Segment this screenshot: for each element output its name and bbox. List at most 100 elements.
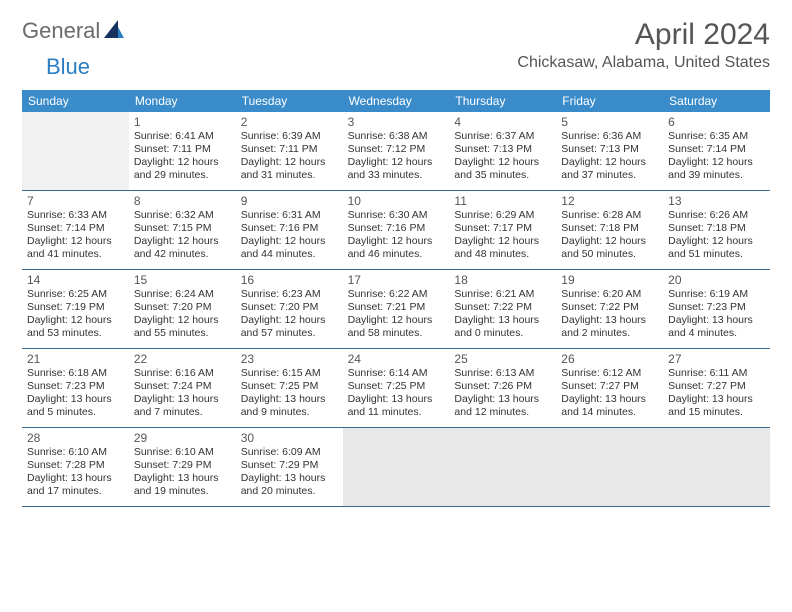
title-block: April 2024 Chickasaw, Alabama, United St… xyxy=(517,18,770,72)
day-detail-line: Sunrise: 6:26 AM xyxy=(668,209,765,222)
day-detail-line: Sunset: 7:26 PM xyxy=(454,380,551,393)
day-detail-line: Sunrise: 6:36 AM xyxy=(561,130,658,143)
brand-sail-icon xyxy=(104,20,124,43)
day-detail-line: and 50 minutes. xyxy=(561,248,658,261)
day-cell: 15Sunrise: 6:24 AMSunset: 7:20 PMDayligh… xyxy=(129,270,236,348)
day-number: 4 xyxy=(454,115,551,129)
day-detail-line: Daylight: 12 hours xyxy=(561,235,658,248)
day-detail-line: Daylight: 13 hours xyxy=(241,393,338,406)
day-detail-line: Sunrise: 6:19 AM xyxy=(668,288,765,301)
day-detail-line: Daylight: 12 hours xyxy=(348,235,445,248)
day-detail-line: Sunrise: 6:23 AM xyxy=(241,288,338,301)
day-number: 14 xyxy=(27,273,124,287)
day-detail-line: Sunrise: 6:41 AM xyxy=(134,130,231,143)
day-cell: 2Sunrise: 6:39 AMSunset: 7:11 PMDaylight… xyxy=(236,112,343,190)
day-cell: 14Sunrise: 6:25 AMSunset: 7:19 PMDayligh… xyxy=(22,270,129,348)
day-detail-line: Sunset: 7:14 PM xyxy=(27,222,124,235)
day-number: 27 xyxy=(668,352,765,366)
day-detail-line: and 39 minutes. xyxy=(668,169,765,182)
day-number: 12 xyxy=(561,194,658,208)
day-detail-line: Daylight: 12 hours xyxy=(241,156,338,169)
day-detail-line: Daylight: 12 hours xyxy=(454,156,551,169)
week-row: 21Sunrise: 6:18 AMSunset: 7:23 PMDayligh… xyxy=(22,349,770,428)
day-detail-line: Sunset: 7:22 PM xyxy=(454,301,551,314)
day-detail-line: Sunrise: 6:33 AM xyxy=(27,209,124,222)
dow-cell: Sunday xyxy=(22,90,129,112)
day-detail-line: Daylight: 13 hours xyxy=(561,314,658,327)
day-cell: 26Sunrise: 6:12 AMSunset: 7:27 PMDayligh… xyxy=(556,349,663,427)
day-cell: 4Sunrise: 6:37 AMSunset: 7:13 PMDaylight… xyxy=(449,112,556,190)
day-cell: 3Sunrise: 6:38 AMSunset: 7:12 PMDaylight… xyxy=(343,112,450,190)
day-detail-line: Sunrise: 6:29 AM xyxy=(454,209,551,222)
day-detail-line: Daylight: 13 hours xyxy=(454,314,551,327)
day-detail-line: and 2 minutes. xyxy=(561,327,658,340)
day-detail-line: Daylight: 12 hours xyxy=(668,156,765,169)
day-cell: 13Sunrise: 6:26 AMSunset: 7:18 PMDayligh… xyxy=(663,191,770,269)
day-detail-line: Sunset: 7:13 PM xyxy=(561,143,658,156)
day-detail-line: and 55 minutes. xyxy=(134,327,231,340)
day-detail-line: and 41 minutes. xyxy=(27,248,124,261)
day-cell: 30Sunrise: 6:09 AMSunset: 7:29 PMDayligh… xyxy=(236,428,343,506)
day-cell: 25Sunrise: 6:13 AMSunset: 7:26 PMDayligh… xyxy=(449,349,556,427)
day-number: 23 xyxy=(241,352,338,366)
day-detail-line: and 17 minutes. xyxy=(27,485,124,498)
day-detail-line: Daylight: 12 hours xyxy=(348,314,445,327)
day-cell: 22Sunrise: 6:16 AMSunset: 7:24 PMDayligh… xyxy=(129,349,236,427)
day-cell xyxy=(343,428,450,506)
location-text: Chickasaw, Alabama, United States xyxy=(517,54,770,72)
day-detail-line: Daylight: 12 hours xyxy=(454,235,551,248)
day-detail-line: Sunset: 7:29 PM xyxy=(241,459,338,472)
day-detail-line: Daylight: 12 hours xyxy=(668,235,765,248)
day-number: 18 xyxy=(454,273,551,287)
day-detail-line: and 14 minutes. xyxy=(561,406,658,419)
day-detail-line: and 11 minutes. xyxy=(348,406,445,419)
day-detail-line: Sunrise: 6:25 AM xyxy=(27,288,124,301)
day-detail-line: Daylight: 13 hours xyxy=(668,314,765,327)
day-number: 16 xyxy=(241,273,338,287)
day-detail-line: and 53 minutes. xyxy=(27,327,124,340)
day-cell xyxy=(449,428,556,506)
day-detail-line: Daylight: 13 hours xyxy=(348,393,445,406)
day-detail-line: Sunset: 7:22 PM xyxy=(561,301,658,314)
day-detail-line: Daylight: 12 hours xyxy=(561,156,658,169)
brand-logo: General xyxy=(22,18,126,44)
day-detail-line: Sunset: 7:20 PM xyxy=(241,301,338,314)
day-detail-line: and 15 minutes. xyxy=(668,406,765,419)
day-detail-line: Daylight: 12 hours xyxy=(241,314,338,327)
day-number: 13 xyxy=(668,194,765,208)
day-detail-line: and 7 minutes. xyxy=(134,406,231,419)
day-detail-line: Sunset: 7:21 PM xyxy=(348,301,445,314)
day-detail-line: and 31 minutes. xyxy=(241,169,338,182)
day-detail-line: Sunset: 7:13 PM xyxy=(454,143,551,156)
day-cell xyxy=(556,428,663,506)
day-detail-line: Sunrise: 6:20 AM xyxy=(561,288,658,301)
day-detail-line: Daylight: 12 hours xyxy=(134,235,231,248)
day-detail-line: Daylight: 13 hours xyxy=(561,393,658,406)
day-detail-line: and 42 minutes. xyxy=(134,248,231,261)
day-detail-line: Sunrise: 6:10 AM xyxy=(134,446,231,459)
day-number: 9 xyxy=(241,194,338,208)
day-detail-line: Sunset: 7:11 PM xyxy=(134,143,231,156)
day-cell: 5Sunrise: 6:36 AMSunset: 7:13 PMDaylight… xyxy=(556,112,663,190)
day-detail-line: and 5 minutes. xyxy=(27,406,124,419)
day-detail-line: Sunset: 7:28 PM xyxy=(27,459,124,472)
day-number: 20 xyxy=(668,273,765,287)
day-cell: 20Sunrise: 6:19 AMSunset: 7:23 PMDayligh… xyxy=(663,270,770,348)
dow-cell: Tuesday xyxy=(236,90,343,112)
day-detail-line: Sunrise: 6:18 AM xyxy=(27,367,124,380)
day-cell: 28Sunrise: 6:10 AMSunset: 7:28 PMDayligh… xyxy=(22,428,129,506)
day-detail-line: and 9 minutes. xyxy=(241,406,338,419)
day-detail-line: and 20 minutes. xyxy=(241,485,338,498)
page-title: April 2024 xyxy=(517,18,770,52)
day-number: 22 xyxy=(134,352,231,366)
day-cell: 11Sunrise: 6:29 AMSunset: 7:17 PMDayligh… xyxy=(449,191,556,269)
dow-cell: Thursday xyxy=(449,90,556,112)
day-number: 29 xyxy=(134,431,231,445)
day-cell: 6Sunrise: 6:35 AMSunset: 7:14 PMDaylight… xyxy=(663,112,770,190)
day-number: 28 xyxy=(27,431,124,445)
day-detail-line: Sunset: 7:19 PM xyxy=(27,301,124,314)
day-detail-line: Sunrise: 6:13 AM xyxy=(454,367,551,380)
day-detail-line: Daylight: 12 hours xyxy=(27,235,124,248)
day-detail-line: Sunrise: 6:32 AM xyxy=(134,209,231,222)
day-cell: 1Sunrise: 6:41 AMSunset: 7:11 PMDaylight… xyxy=(129,112,236,190)
